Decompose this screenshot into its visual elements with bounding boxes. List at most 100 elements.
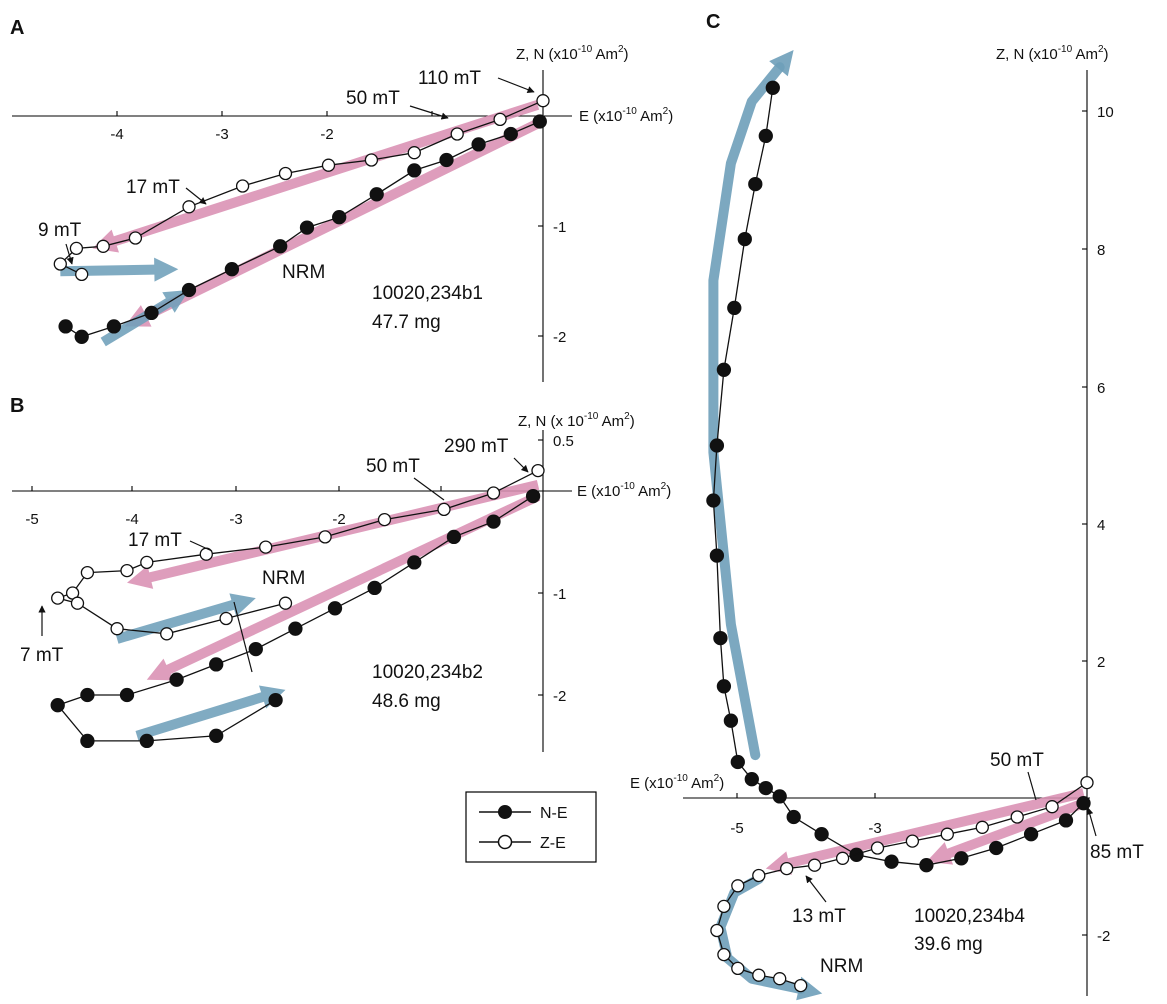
data-point-z-e <box>53 257 67 271</box>
panel-a-x-ticks: -4 -3 -2 <box>110 111 433 143</box>
data-point-z-e <box>318 530 332 544</box>
annotation-nrm: NRM <box>820 956 863 977</box>
data-point-z-e <box>407 146 421 160</box>
data-point-z-e <box>450 127 464 141</box>
fit-arrow-pink <box>92 100 540 253</box>
data-point-n-e <box>786 809 801 825</box>
tick-label: 10 <box>1097 104 1114 121</box>
tick-label: -3 <box>868 820 881 837</box>
annotation-50mt: 50 mT <box>346 88 400 109</box>
data-point-z-e <box>1080 775 1094 790</box>
panel-a: A -4 -3 -2 -1 -2 Z, N (x10-10 Am2) E (x1… <box>10 17 673 382</box>
data-point-n-e <box>273 239 288 254</box>
data-point-n-e <box>989 840 1004 856</box>
annotation-nrm: NRM <box>282 262 325 283</box>
data-point-z-e <box>377 512 392 527</box>
data-point-n-e <box>407 163 422 178</box>
data-point-z-e <box>940 827 954 841</box>
panel-c-y-ticks: 10 8 6 4 2 -2 <box>1082 104 1114 945</box>
data-point-n-e <box>248 641 263 657</box>
data-point-z-e <box>140 555 154 570</box>
data-point-z-e <box>110 622 124 636</box>
data-point-z-e <box>975 820 989 834</box>
tick-label: -4 <box>110 126 123 143</box>
panel-c-x-ticks: -5 -3 <box>730 793 882 837</box>
data-point-z-e <box>717 899 731 914</box>
data-point-n-e <box>80 687 95 703</box>
data-point-z-e <box>278 166 293 181</box>
annotation-13mt: 13 mT <box>792 906 846 927</box>
annotation-13mt-arrow <box>805 875 827 903</box>
data-point-n-e <box>727 300 742 316</box>
legend-ne-label: N-E <box>540 805 568 822</box>
tick-label: 4 <box>1097 517 1105 534</box>
panel-b-x-ticks: -5 -4 -3 -2 <box>25 486 442 528</box>
data-point-n-e <box>765 80 780 95</box>
data-point-n-e <box>471 137 486 152</box>
tick-label: -1 <box>553 219 566 236</box>
data-point-n-e <box>744 772 759 787</box>
fit-arrow-blue <box>60 257 179 282</box>
data-point-n-e <box>737 231 752 247</box>
data-point-z-e <box>752 868 766 883</box>
data-point-z-e <box>51 591 65 605</box>
data-point-n-e <box>407 555 422 570</box>
annotation-50mt: 50 mT <box>366 456 420 477</box>
data-point-z-e <box>259 540 273 554</box>
data-point-z-e <box>96 239 110 253</box>
data-point-z-e <box>536 94 550 108</box>
data-point-z-e <box>437 502 451 517</box>
data-point-z-e <box>493 112 507 127</box>
tick-label: -2 <box>553 688 566 705</box>
data-point-z-e <box>160 627 174 641</box>
panel-a-plot <box>53 94 550 347</box>
data-point-n-e <box>716 362 732 377</box>
data-point-n-e <box>1023 827 1039 842</box>
panel-a-e-axis-label: E (x10-10 Am2) <box>579 106 673 125</box>
tick-label: -5 <box>25 511 38 528</box>
annotation-9mt: 9 mT <box>38 220 82 241</box>
data-point-n-e <box>713 630 728 646</box>
data-point-n-e <box>268 692 283 708</box>
data-point-n-e <box>884 854 899 869</box>
data-point-z-e <box>710 923 724 938</box>
sample-id: 10020,234b4 <box>914 906 1025 927</box>
data-point-z-e <box>364 153 379 167</box>
data-point-n-e <box>758 128 773 144</box>
tick-label: 0.5 <box>553 433 574 450</box>
data-point-n-e <box>209 728 224 743</box>
data-point-z-e <box>321 158 336 172</box>
data-point-z-e <box>80 565 95 580</box>
data-point-z-e <box>120 563 134 578</box>
data-point-n-e <box>525 488 541 504</box>
panel-a-zn-axis-label: Z, N (x10-10 Am2) <box>516 44 629 63</box>
annotation-17mt: 17 mT <box>126 177 180 198</box>
data-point-n-e <box>730 754 745 770</box>
data-point-n-e <box>80 733 95 749</box>
panel-label-c: C <box>706 11 720 33</box>
annotation-290mt-arrow <box>513 457 529 473</box>
data-point-n-e <box>706 493 721 508</box>
fit-arrow-pink <box>146 491 541 681</box>
legend: N-E Z-E <box>465 791 597 863</box>
annotation-17mt-leader <box>189 540 213 552</box>
legend-ne-marker <box>498 805 512 819</box>
data-point-z-e <box>182 200 196 214</box>
fit-arrow-blue <box>115 593 256 644</box>
tick-label: -3 <box>229 511 242 528</box>
series-line-z-e <box>716 782 1088 987</box>
data-point-n-e <box>327 601 343 616</box>
data-point-n-e <box>723 713 739 728</box>
data-point-z-e <box>1010 810 1024 824</box>
panel-a-y-ticks: -1 -2 <box>538 219 566 346</box>
annotation-17mt: 17 mT <box>128 530 182 551</box>
data-point-n-e <box>58 319 73 334</box>
annotation-85mt-arrow <box>1086 807 1097 837</box>
data-point-n-e <box>716 679 732 694</box>
tick-label: -3 <box>215 126 228 143</box>
fit-arrow-blue <box>135 685 286 741</box>
legend-box <box>465 791 597 863</box>
data-point-n-e <box>74 329 89 344</box>
data-point-n-e <box>181 282 197 298</box>
data-point-z-e <box>794 978 808 993</box>
